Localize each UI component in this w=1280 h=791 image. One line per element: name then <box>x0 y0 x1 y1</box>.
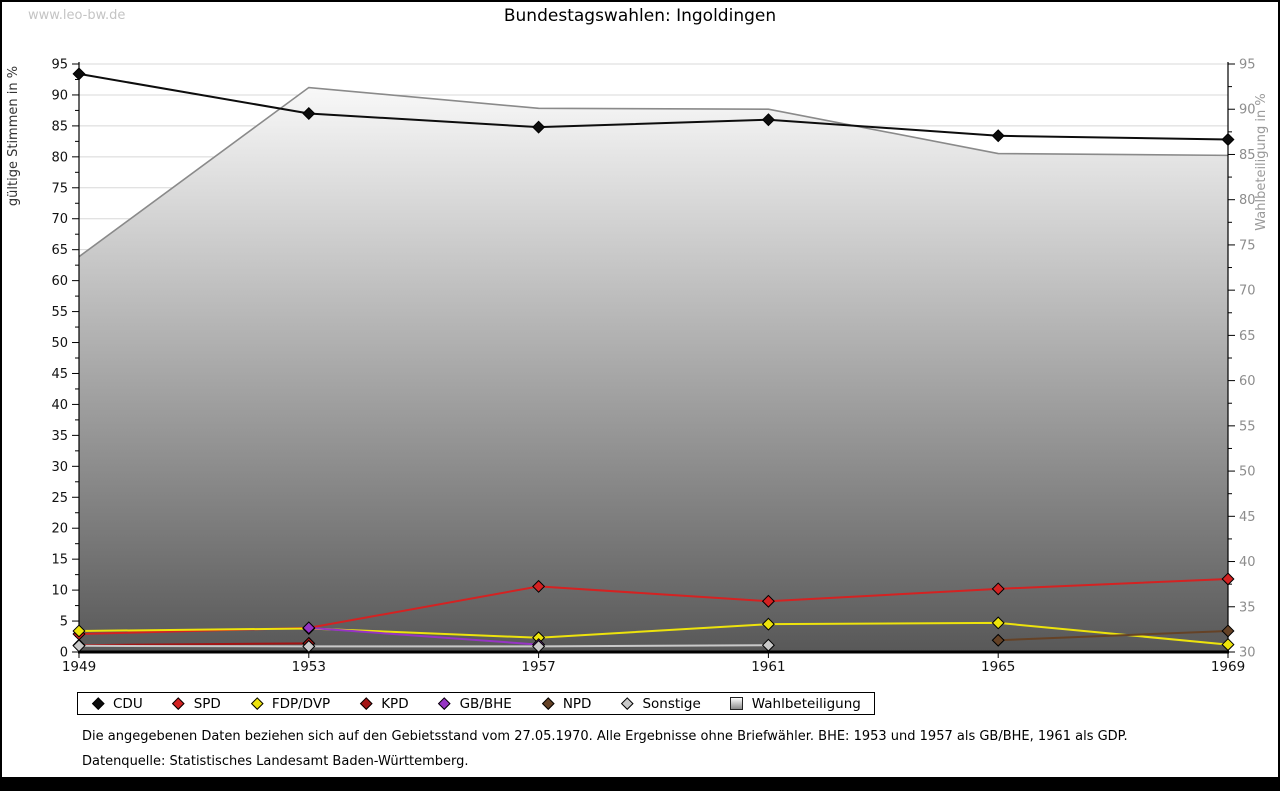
legend-item-sonstige: Sonstige <box>620 695 701 712</box>
svg-text:15: 15 <box>51 553 68 568</box>
series-line-cdu <box>78 72 1229 141</box>
legend: CDU SPD FDP/DVP KPD GB/BHE NPD Sonstige Wahlbet… <box>77 692 875 715</box>
legend-item-gb-bhe: GB/BHE <box>438 696 512 712</box>
participation-area <box>78 86 1229 652</box>
legend-item-wahlbeteiligung: Wahlbeteiligung <box>730 696 861 712</box>
svg-text:95: 95 <box>51 58 68 73</box>
svg-text:45: 45 <box>51 367 68 382</box>
footnote-geography: Die angegebenen Daten beziehen sich auf … <box>82 729 1128 744</box>
svg-text:90: 90 <box>51 88 68 103</box>
series-markers-cdu <box>72 67 1235 147</box>
svg-text:85: 85 <box>51 119 68 134</box>
svg-text:50: 50 <box>1239 465 1256 480</box>
svg-text:0: 0 <box>60 646 68 661</box>
legend-item-fdp-dvp: FDP/DVP <box>250 696 330 712</box>
bottom-black-bar <box>2 777 1278 789</box>
svg-text:10: 10 <box>51 584 68 599</box>
svg-text:45: 45 <box>1239 510 1256 525</box>
legend-label: Sonstige <box>642 695 701 712</box>
svg-text:35: 35 <box>51 429 68 444</box>
svg-text:55: 55 <box>1239 419 1256 434</box>
svg-text:75: 75 <box>1239 238 1256 253</box>
legend-diamond-icon-fdp-dvp <box>250 697 264 711</box>
legend-label: Wahlbeteiligung <box>751 695 861 712</box>
svg-text:30: 30 <box>51 460 68 475</box>
legend-label: CDU <box>113 695 143 712</box>
series-line-npd <box>998 629 1229 642</box>
svg-text:85: 85 <box>1239 148 1256 163</box>
svg-text:95: 95 <box>1239 58 1256 73</box>
series-markers-sonstige <box>72 638 775 653</box>
legend-diamond-icon-gb-bhe <box>438 697 452 711</box>
footnote-datasource: Datenquelle: Statistisches Landesamt Bad… <box>82 754 469 769</box>
svg-text:1953: 1953 <box>292 659 326 675</box>
svg-text:1949: 1949 <box>62 659 96 675</box>
legend-label: FDP/DVP <box>271 695 331 712</box>
svg-text:80: 80 <box>51 150 68 165</box>
svg-text:1969: 1969 <box>1211 659 1245 675</box>
left-axis-title: gültige Stimmen in % <box>6 66 21 206</box>
svg-text:75: 75 <box>51 181 68 196</box>
svg-text:80: 80 <box>1239 193 1256 208</box>
svg-text:55: 55 <box>51 305 68 320</box>
watermark-url: www.leo-bw.de <box>28 8 126 23</box>
svg-text:60: 60 <box>51 274 68 289</box>
svg-text:65: 65 <box>1239 329 1256 344</box>
svg-text:20: 20 <box>51 522 68 537</box>
svg-text:40: 40 <box>1239 555 1256 570</box>
right-axis-title: Wahlbeteiligung in % <box>1254 93 1269 230</box>
legend-square-icon-wahlbeteiligung <box>730 697 744 711</box>
svg-text:70: 70 <box>51 212 68 227</box>
series-line-sonstige <box>78 644 769 648</box>
x-axis: 1949 1953 1957 1961 1965 1969 <box>62 652 1245 675</box>
svg-text:40: 40 <box>51 398 68 413</box>
series-line-kpd <box>78 642 309 647</box>
series-line-gb-bhe <box>308 626 539 646</box>
svg-text:35: 35 <box>1239 600 1256 615</box>
svg-text:1961: 1961 <box>751 659 785 675</box>
legend-diamond-icon-kpd <box>359 697 373 711</box>
svg-text:25: 25 <box>51 491 68 506</box>
svg-text:90: 90 <box>1239 103 1256 118</box>
svg-text:50: 50 <box>51 336 68 351</box>
page-title: Bundestagswahlen: Ingoldingen <box>503 6 777 26</box>
legend-label: NPD <box>562 695 592 712</box>
svg-text:65: 65 <box>51 243 68 258</box>
legend-diamond-icon-spd <box>172 697 186 711</box>
legend-item-cdu: CDU <box>91 696 143 712</box>
series-markers-npd <box>991 624 1235 647</box>
svg-text:30: 30 <box>1239 646 1256 661</box>
legend-label: KPD <box>381 695 409 712</box>
legend-label: GB/BHE <box>459 695 512 712</box>
svg-text:1957: 1957 <box>521 659 555 675</box>
legend-item-kpd: KPD <box>359 695 409 712</box>
axes <box>78 62 1229 654</box>
legend-label: SPD <box>193 695 221 712</box>
legend-diamond-icon-cdu <box>91 697 105 711</box>
right-axis-ticks: 30 35 40 45 50 55 60 65 70 75 80 85 90 95 <box>1228 58 1256 661</box>
svg-text:5: 5 <box>60 615 68 630</box>
legend-diamond-icon-npd <box>541 697 555 711</box>
legend-diamond-icon-sonstige <box>620 697 634 711</box>
svg-text:60: 60 <box>1239 374 1256 389</box>
left-axis-ticks: 0 5 10 15 20 25 30 35 40 45 50 55 60 65 70 75 80 85 90 95 <box>51 58 79 661</box>
series-line-fdp-dvp <box>78 621 1229 646</box>
legend-item-spd: SPD <box>172 696 221 712</box>
svg-text:1965: 1965 <box>981 659 1015 675</box>
svg-text:70: 70 <box>1239 284 1256 299</box>
series-markers-gb-bhe <box>302 621 546 652</box>
legend-item-npd: NPD <box>541 695 592 712</box>
